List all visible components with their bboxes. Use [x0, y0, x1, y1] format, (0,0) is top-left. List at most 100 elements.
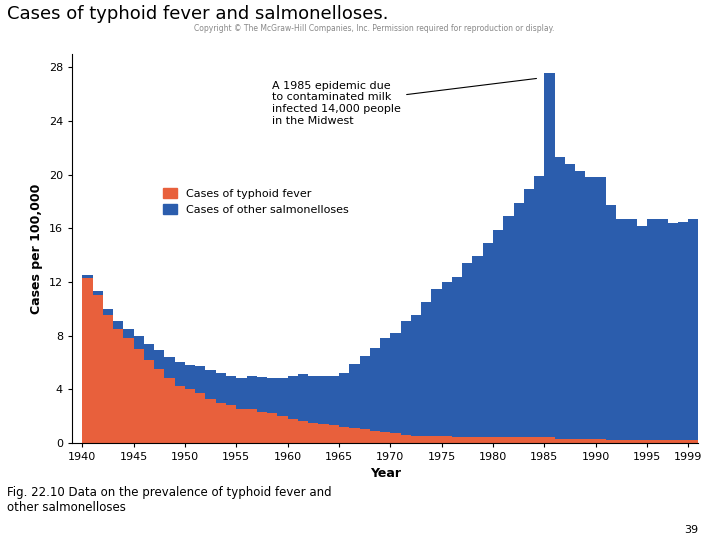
Bar [318, 424, 329, 443]
Bar [472, 256, 482, 443]
Bar [441, 282, 452, 443]
X-axis label: Year: Year [369, 468, 401, 481]
Bar [513, 203, 524, 443]
Bar [493, 230, 503, 443]
Bar [513, 437, 524, 443]
Bar [524, 437, 534, 443]
Bar [329, 376, 339, 443]
Bar [370, 348, 380, 443]
Bar [585, 439, 595, 443]
Text: Fig. 22.10 Data on the prevalence of typhoid fever and
other salmonelloses: Fig. 22.10 Data on the prevalence of typ… [7, 486, 332, 514]
Bar [103, 309, 113, 443]
Bar [554, 439, 565, 443]
Bar [482, 437, 493, 443]
Bar [216, 403, 226, 443]
Text: Cases of typhoid fever and salmonelloses.: Cases of typhoid fever and salmonelloses… [7, 5, 389, 23]
Bar [267, 379, 277, 443]
Bar [688, 440, 698, 443]
Bar [616, 219, 626, 443]
Bar [667, 440, 678, 443]
Bar [226, 405, 236, 443]
Bar [472, 437, 482, 443]
Bar [400, 435, 411, 443]
Bar [585, 177, 595, 443]
Legend: Cases of typhoid fever, Cases of other salmonelloses: Cases of typhoid fever, Cases of other s… [159, 184, 353, 219]
Bar [144, 360, 154, 443]
Text: 39: 39 [684, 524, 698, 535]
Bar [606, 440, 616, 443]
Bar [380, 338, 390, 443]
Bar [195, 366, 205, 443]
Text: A 1985 epidemic due
to contaminated milk
infected 14,000 people
in the Midwest: A 1985 epidemic due to contaminated milk… [272, 78, 536, 126]
Bar [329, 426, 339, 443]
Bar [236, 409, 246, 443]
Bar [636, 440, 647, 443]
Bar [195, 393, 205, 443]
Bar [503, 216, 513, 443]
Bar [595, 439, 606, 443]
Bar [113, 329, 123, 443]
Bar [462, 437, 472, 443]
Bar [175, 387, 185, 443]
Bar [164, 379, 175, 443]
Y-axis label: Cases per 100,000: Cases per 100,000 [30, 183, 43, 314]
Bar [288, 418, 298, 443]
Bar [452, 437, 462, 443]
Bar [185, 365, 195, 443]
Bar [544, 73, 554, 443]
Bar [359, 356, 370, 443]
Bar [441, 436, 452, 443]
Bar [482, 243, 493, 443]
Bar [185, 389, 195, 443]
Bar [257, 377, 267, 443]
Bar [246, 376, 257, 443]
Bar [380, 432, 390, 443]
Bar [339, 427, 349, 443]
Bar [626, 219, 636, 443]
Bar [349, 364, 359, 443]
Bar [390, 333, 400, 443]
Bar [257, 412, 267, 443]
Bar [82, 275, 93, 443]
Bar [657, 440, 667, 443]
Bar [298, 374, 308, 443]
Bar [134, 349, 144, 443]
Bar [175, 362, 185, 443]
Bar [154, 350, 164, 443]
Bar [421, 302, 431, 443]
Bar [688, 219, 698, 443]
Bar [113, 321, 123, 443]
Bar [565, 439, 575, 443]
Bar [288, 376, 298, 443]
Bar [503, 437, 513, 443]
Bar [493, 437, 503, 443]
Bar [205, 399, 216, 443]
Bar [452, 276, 462, 443]
Bar [534, 176, 544, 443]
Bar [246, 409, 257, 443]
Bar [565, 164, 575, 443]
Bar [123, 338, 134, 443]
Bar [462, 263, 472, 443]
Bar [616, 440, 626, 443]
Bar [575, 171, 585, 443]
Bar [595, 177, 606, 443]
Bar [678, 440, 688, 443]
Bar [123, 329, 134, 443]
Bar [164, 357, 175, 443]
Bar [308, 376, 318, 443]
Bar [134, 335, 144, 443]
Bar [103, 315, 113, 443]
Bar [636, 226, 647, 443]
Bar [318, 376, 329, 443]
Bar [575, 439, 585, 443]
Bar [657, 219, 667, 443]
Bar [308, 423, 318, 443]
Bar [390, 434, 400, 443]
Bar [236, 379, 246, 443]
Bar [370, 431, 380, 443]
Bar [359, 429, 370, 443]
Bar [154, 369, 164, 443]
Bar [93, 295, 103, 443]
Bar [216, 373, 226, 443]
